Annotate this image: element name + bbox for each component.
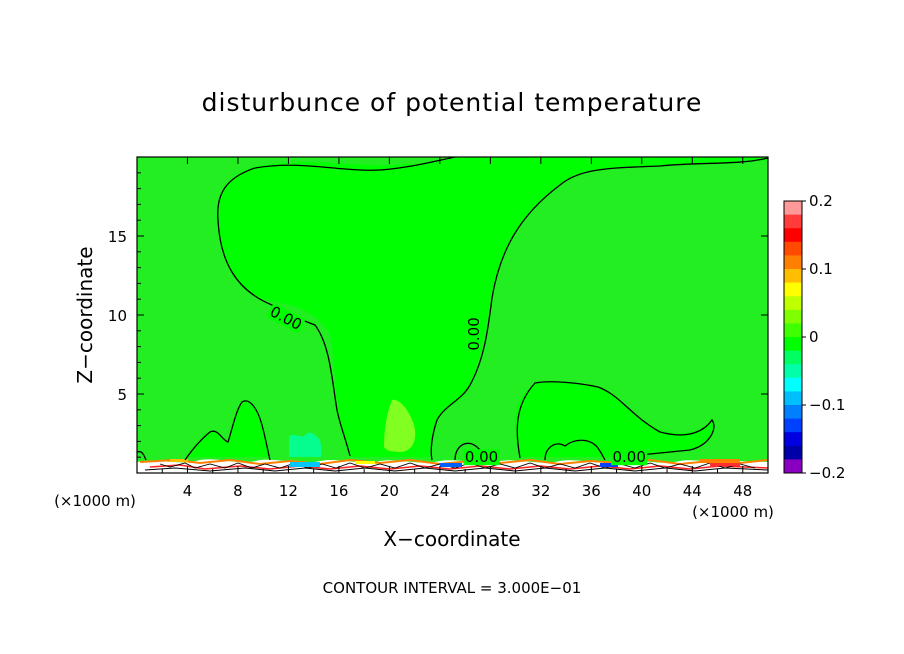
x-unit-right: (×1000 m) — [692, 503, 774, 521]
contour-label: 0.00 — [465, 448, 498, 466]
x-tick-label: 16 — [329, 482, 348, 500]
colorbar-swatch — [784, 337, 802, 352]
colorbar-swatch — [784, 405, 802, 420]
contour-label-bg — [465, 315, 482, 352]
contour-line-lower-right — [516, 381, 715, 459]
colorbar-swatch — [784, 269, 802, 284]
y-tick-label: 10 — [108, 307, 127, 325]
chart-title: disturbunce of potential temperature — [202, 88, 703, 117]
colorbar-swatch — [784, 391, 802, 406]
x-tick-label: 24 — [430, 482, 449, 500]
x-axis-ticks: 4 8 12 16 20 24 28 32 36 40 44 48 — [161, 157, 752, 500]
x-tick-label: 12 — [279, 482, 298, 500]
contour-label: 0.00 — [612, 448, 645, 466]
x-tick-label: 40 — [632, 482, 651, 500]
contour-interval-text: CONTOUR INTERVAL = 3.000E−01 — [323, 579, 582, 597]
field-warm-patch — [384, 399, 416, 452]
colorbar-swatch — [784, 214, 802, 229]
field-cool-patch — [289, 432, 322, 462]
contour-line-small-loop-2 — [544, 439, 606, 461]
field-region-left-bumps — [185, 400, 270, 462]
colorbar-swatch — [784, 418, 802, 433]
colorbar-swatch — [784, 364, 802, 379]
x-tick-label: 48 — [733, 482, 752, 500]
colorbar-swatch — [784, 296, 802, 311]
y-tick-label: 15 — [108, 228, 127, 246]
contour-line-left-bumps — [184, 400, 271, 461]
contour-line-left-edge — [137, 450, 147, 461]
contour-label-bg — [611, 449, 648, 466]
colorbar-swatch — [784, 377, 802, 392]
contour-label-bg — [463, 449, 500, 466]
colorbar-tick-label: −0.1 — [809, 396, 845, 414]
colorbar-swatch — [784, 201, 802, 216]
colorbar-swatch — [784, 432, 802, 447]
x-tick-label: 8 — [233, 482, 243, 500]
field-region-lower-right — [515, 381, 714, 462]
y-tick-label: 5 — [117, 386, 127, 404]
x-tick-label: 28 — [481, 482, 500, 500]
colorbar-swatch — [784, 323, 802, 338]
x-tick-label: 4 — [183, 482, 193, 500]
colorbar-swatch — [784, 309, 802, 324]
contour-label-bg — [266, 302, 306, 334]
x-tick-label: 20 — [380, 482, 399, 500]
plot-area: 0.00 0.000.00 0.00 — [137, 157, 768, 473]
x-tick-label: 44 — [683, 482, 702, 500]
colorbar-swatch — [784, 282, 802, 297]
x-tick-label: 32 — [531, 482, 550, 500]
x-unit-left: (×1000 m) — [54, 492, 136, 510]
colorbar-swatch — [784, 350, 802, 365]
colorbar-swatch — [784, 255, 802, 270]
field-region-upper — [137, 157, 768, 462]
contour-line-right — [430, 157, 768, 461]
colorbar: 0.2 0.1 0 −0.1 −0.2 — [783, 192, 845, 482]
colorbar-swatch — [784, 459, 802, 474]
colorbar-tick-label: −0.2 — [809, 464, 845, 482]
zero-contours — [137, 157, 768, 461]
y-axis-ticks: 5 10 15 — [108, 172, 768, 458]
colorbar-swatch — [784, 445, 802, 460]
colorbar-tick-label: 0.1 — [809, 260, 833, 278]
colorbar-swatch — [784, 228, 802, 243]
y-axis-title: Z−coordinate — [73, 246, 97, 383]
contour-label: 0.00 — [465, 317, 483, 350]
colorbar-tick-label: 0.2 — [809, 192, 833, 210]
contour-line-upper — [217, 157, 456, 457]
colorbar-swatch — [784, 241, 802, 256]
x-tick-label: 36 — [582, 482, 601, 500]
colorbar-tick-label: 0 — [809, 328, 819, 346]
surface-noise-band — [137, 457, 768, 473]
x-axis-title: X−coordinate — [383, 527, 520, 551]
